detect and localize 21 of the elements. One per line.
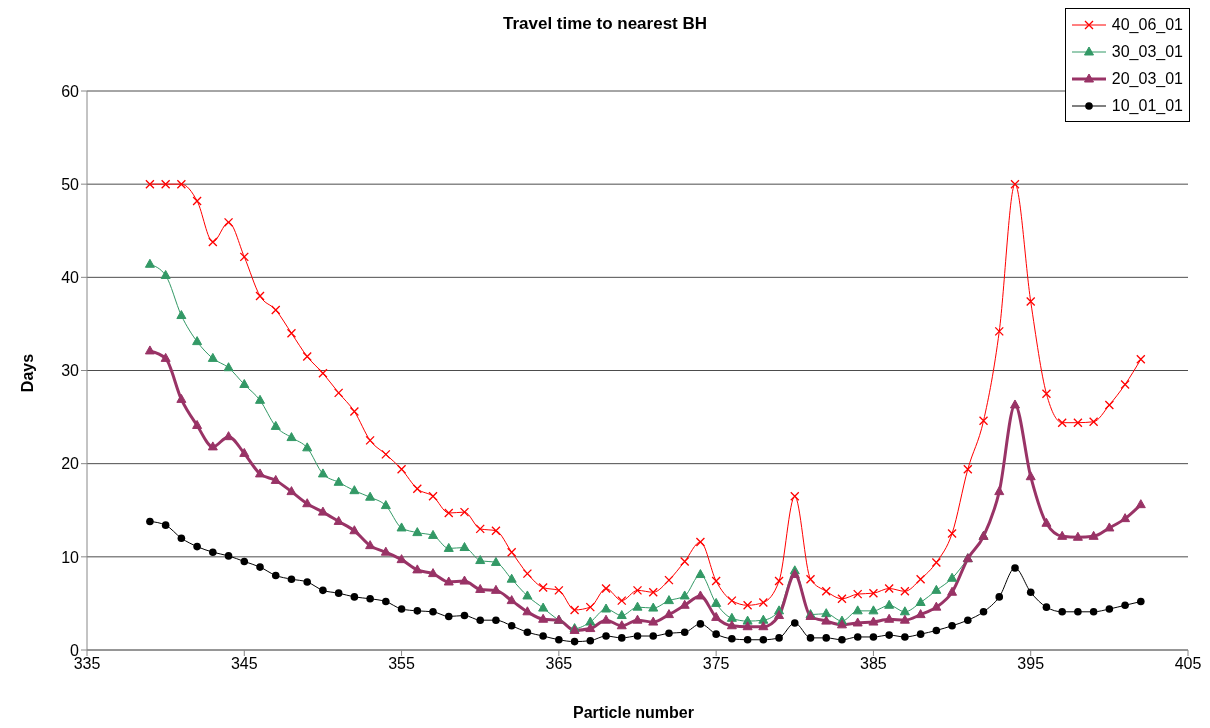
y-tick-label: 50 — [61, 175, 80, 193]
x-tick-label: 395 — [1017, 655, 1045, 673]
chart-title: Travel time to nearest BH — [502, 14, 708, 33]
legend-label: 20_03_01 — [1111, 69, 1183, 88]
y-axis-title: Days — [19, 353, 37, 393]
y-tick-label: 30 — [61, 362, 80, 380]
legend-label: 10_01_01 — [1111, 96, 1183, 115]
x-tick-label: 385 — [860, 655, 887, 673]
x-tick-label: 345 — [230, 655, 258, 673]
legend-label: 30_03_01 — [1111, 42, 1183, 61]
x-tick-label: 375 — [702, 655, 730, 673]
x-tick-label: 355 — [388, 655, 416, 673]
legend-label: 40_06_01 — [1111, 15, 1183, 34]
x-tick-label: 405 — [1174, 655, 1202, 673]
y-tick-label: 60 — [61, 82, 80, 100]
y-tick-label: 10 — [61, 548, 80, 566]
x-axis-title: Particle number — [572, 704, 695, 722]
x-tick-label: 365 — [545, 655, 573, 673]
y-tick-label: 40 — [61, 269, 80, 287]
y-tick-label: 20 — [61, 455, 80, 473]
x-tick-label: 335 — [73, 655, 101, 673]
